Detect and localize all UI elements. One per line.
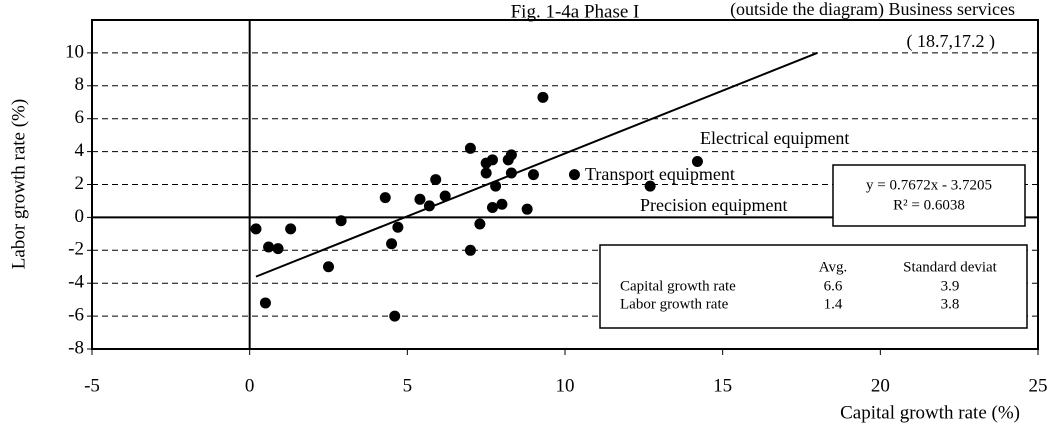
point: [386, 238, 398, 250]
point: [480, 167, 492, 179]
point: [335, 215, 347, 227]
x-tick-label: 5: [403, 375, 413, 396]
y-tick-label: 2: [75, 173, 85, 194]
stats-cell: 6.6: [824, 278, 843, 294]
point: [439, 190, 451, 202]
equation-box: [832, 164, 1026, 227]
point: [521, 203, 533, 215]
y-tick-label: -4: [68, 272, 84, 293]
point: [464, 244, 476, 256]
y-tick-label: 6: [75, 107, 85, 128]
point: [423, 200, 435, 212]
point: [389, 310, 401, 322]
trendline: [255, 51, 818, 278]
point: [486, 202, 498, 214]
y-tick-label: 10: [65, 41, 84, 62]
stats-header: Avg.: [819, 259, 847, 275]
stats-cell: 3.8: [941, 296, 960, 312]
point: [430, 174, 442, 186]
point: [323, 261, 334, 273]
point: [505, 167, 517, 179]
x-axis-label: Capital growth rate (%): [840, 402, 1020, 423]
annotation: ( 18.7,17.2 ): [907, 31, 996, 52]
point: [490, 180, 502, 192]
y-tick-label: 0: [75, 206, 85, 227]
point: [250, 223, 262, 235]
point: [259, 297, 271, 309]
stats-row-label: Labor growth rate: [620, 296, 729, 312]
point: [392, 221, 404, 233]
y-tick-label: 4: [75, 140, 85, 161]
x-tick-label: 0: [245, 375, 255, 396]
equation: y = 0.7672x - 3.7205: [866, 177, 992, 193]
point: [474, 218, 486, 230]
equation: R² = 0.6038: [893, 197, 965, 213]
x-tick-label: 20: [871, 375, 890, 396]
chart-title: Fig. 1-4a Phase I: [511, 1, 640, 22]
point: [263, 241, 275, 253]
point: [505, 149, 517, 161]
point: [414, 193, 426, 205]
point: [527, 169, 539, 181]
point: [285, 223, 297, 235]
point: [644, 180, 656, 192]
x-tick-label: 10: [556, 375, 575, 396]
x-tick-label: 25: [1029, 375, 1048, 396]
y-tick-label: -8: [68, 337, 84, 358]
annotation: (outside the diagram) Business services: [730, 0, 1015, 20]
y-tick-label: -6: [68, 304, 84, 325]
stats-header: Standard deviat: [903, 259, 998, 275]
y-axis-label: Labor growth rate (%): [8, 99, 29, 269]
point: [486, 154, 498, 166]
point: [496, 198, 508, 210]
point: [537, 91, 549, 103]
plot-frame: [91, 19, 1039, 350]
point: [568, 169, 580, 181]
y-tick-label: -2: [68, 239, 84, 260]
stats-row-label: Capital growth rate: [620, 278, 736, 294]
point: [691, 155, 703, 167]
stats-box: [599, 244, 1028, 329]
point: [464, 142, 476, 154]
y-tick-label: 8: [75, 74, 85, 95]
point: [379, 192, 391, 204]
x-tick-label: 15: [713, 375, 732, 396]
point: [272, 243, 284, 255]
annotation: Electrical equipment: [700, 128, 849, 148]
stats-cell: 1.4: [824, 296, 843, 312]
annotation: Transport equipment: [585, 164, 735, 184]
x-tick-label: -5: [84, 375, 100, 396]
annotation: Precision equipment: [640, 195, 787, 215]
stats-cell: 3.9: [941, 278, 960, 294]
